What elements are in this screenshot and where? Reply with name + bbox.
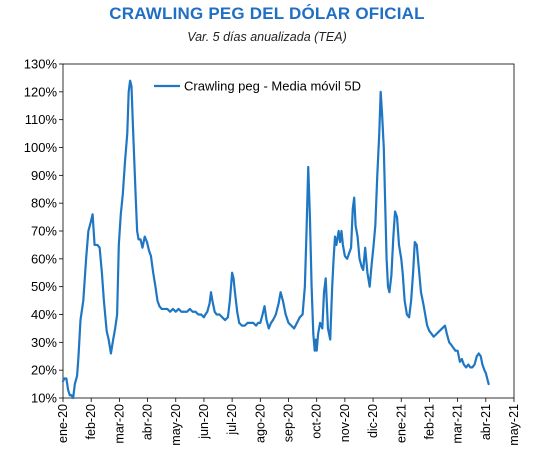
y-tick-label: 110% [25, 112, 58, 127]
x-tick-label: mar-20 [112, 404, 126, 444]
y-tick-label: 30% [31, 335, 57, 350]
x-tick-label: jul-20 [225, 404, 239, 436]
y-tick-label: 90% [31, 168, 57, 183]
y-tick-label: 40% [31, 307, 57, 322]
x-tick-label: feb-20 [84, 404, 98, 439]
x-tick-label: may-20 [169, 404, 183, 446]
legend: Crawling peg - Media móvil 5D [154, 79, 361, 94]
x-tick-label: dic-20 [366, 404, 380, 438]
x-tick-label: abr-20 [141, 404, 155, 440]
y-tick-label: 120% [24, 84, 58, 99]
x-tick-label: feb-21 [422, 404, 436, 439]
y-tick-label: 80% [31, 196, 57, 211]
x-tick-label: jun-20 [197, 404, 211, 440]
chart-subtitle: Var. 5 días anualizada (TEA) [187, 30, 347, 44]
y-tick-label: 130% [24, 57, 58, 72]
x-tick-label: nov-20 [338, 404, 352, 442]
y-tick-label: 10% [31, 391, 57, 406]
plot-frame [62, 63, 515, 399]
y-tick-label: 70% [31, 224, 57, 239]
y-tick-label: 60% [31, 251, 57, 266]
x-tick-label: ene-21 [394, 404, 408, 443]
x-tick-label: ago-20 [253, 404, 267, 443]
x-tick-label: abr-21 [479, 404, 493, 440]
chart-title: CRAWLING PEG DEL DÓLAR OFICIAL [109, 4, 425, 23]
axes-layer: 10% 20% 30% 40% 50% 60% 70% 80% 90% 100% 110% 120% 1… [24, 57, 521, 446]
x-tick-label: ene-20 [56, 404, 70, 443]
series-layer [61, 79, 490, 400]
x-tick-label: sep-20 [282, 404, 296, 442]
y-tick-label: 100% [24, 140, 58, 155]
series-line [61, 79, 490, 400]
x-tick-label: oct-20 [310, 404, 324, 439]
x-tick-label: mar-21 [451, 404, 465, 444]
y-tick-label: 50% [31, 279, 57, 294]
y-tick-label: 20% [31, 363, 57, 378]
legend-label: Crawling peg - Media móvil 5D [184, 79, 361, 94]
x-tick-label: may-21 [507, 404, 521, 446]
